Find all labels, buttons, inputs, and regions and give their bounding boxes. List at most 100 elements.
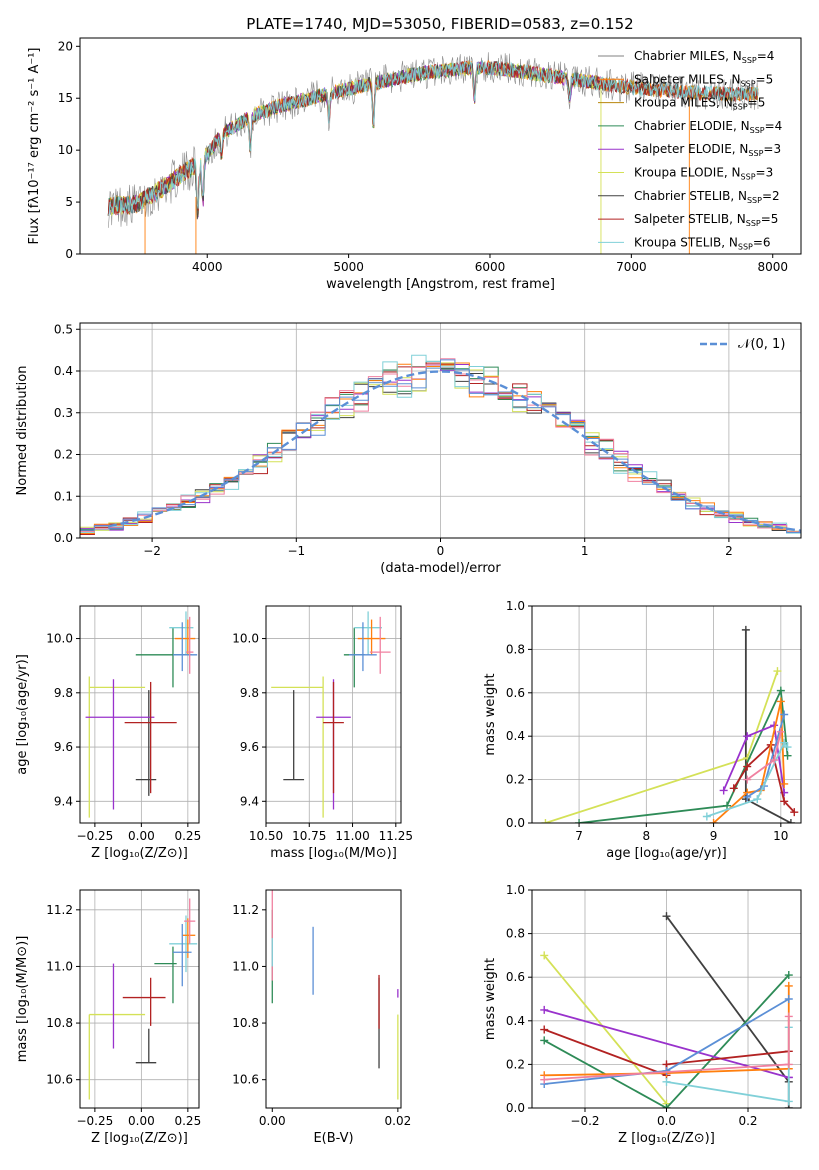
y-tick-label: 0.0 [506,816,525,830]
axes-frame [79,889,200,1109]
y-tick-label: 9.6 [54,740,73,754]
figure-title: PLATE=1740, MJD=53050, FIBERID=0583, z=0… [246,15,633,33]
x-axis-label: E(B-V) [313,1131,353,1146]
legend-label-main: Salpeter MILES, N [634,72,741,86]
x-axis-label: mass [log₁₀(M/M⊙)] [270,846,397,861]
plot-area [88,898,198,1100]
y-tick-label: 0.6 [506,970,525,984]
data-point [124,681,177,794]
weight-marker [729,784,738,793]
legend-label-sub: SSP [746,219,761,228]
weight-marker [780,797,789,806]
data-point [135,690,157,796]
legend-label: Kroupa STELIB, NSSP=6 [634,235,771,251]
x-tick-label: 0 [437,544,445,558]
weight-marker [662,1077,671,1086]
data-point [182,918,196,958]
weight-marker [540,1025,549,1034]
y-tick-label: 10 [58,143,73,157]
weight-marker [784,971,793,980]
spectrum-legend: Chabrier MILES, NSSP=4 Salpeter MILES, N S… [598,49,782,251]
weight-marker [776,697,785,706]
data-point [154,946,177,1004]
weight-series [541,667,782,823]
data-point [174,619,196,655]
legend-label-tail: =3 [756,166,774,180]
x-tick-label: 0.00 [128,829,155,843]
weight-line [543,954,668,1108]
weight-marker [784,1012,793,1021]
plot-area [271,611,391,818]
grid-lines [80,890,199,1108]
weight-marker [709,819,718,823]
weight-series [702,738,792,821]
x-axis-label: Z [log₁₀(Z/Z⊙)] [91,846,188,861]
data-point [323,681,344,794]
legend-label-main: Salpeter ELODIE, N [634,142,748,156]
x-tick-label: 0.0 [657,1114,676,1128]
x-tick-label: 0.25 [174,829,201,843]
weight-marker [776,686,785,695]
x-tick-label: 0.00 [128,1114,155,1128]
legend-label-main: Chabrier STELIB, N [634,189,747,203]
plot-area [80,354,801,538]
weight-series [540,1012,793,1084]
legend-label: Chabrier ELODIE, NSSP=4 [634,119,782,135]
y-tick-label: 10.8 [232,1016,259,1030]
weight-marker [541,819,550,823]
legend-label-sub: SSP [748,149,763,158]
weight-marker [743,792,752,801]
legend-label: Chabrier MILES, NSSP=4 [634,49,774,65]
data-point [357,619,386,655]
legend-label: Kroupa ELODIE, NSSP=3 [634,166,773,182]
y-axis-label: age [log₁₀(age/yr)] [15,654,30,775]
y-tick-label: 15 [58,91,73,105]
x-tick-label: 6000 [475,260,506,274]
legend-label-tail: =4 [765,119,783,133]
weight-marker [783,743,792,752]
panel-mass-weight-vs-Z: −0.2 0.0 0.2 0.0 0.2 0.4 0.6 0.8 1.0 Z [log₁₀(Z/Z… [483,883,802,1146]
y-tick-label: 11.0 [232,959,259,973]
x-tick-label: −0.25 [76,829,113,843]
x-axis-label: (data-model)/error [380,561,501,576]
weight-marker [702,812,711,821]
weight-marker [790,808,799,817]
y-tick-label: 0.8 [506,927,525,941]
y-tick-label: 1.0 [506,883,525,897]
x-tick-label: 10 [773,829,788,843]
plot-area [541,625,799,823]
panel-age-vs-mass: 10.50 10.75 11.00 11.25 9.4 9.6 9.8 10.0 mass [l… [232,605,413,861]
y-tick-label: 9.6 [240,740,259,754]
spectrum-series [107,60,759,216]
weight-marker [743,732,752,741]
legend-label-sub: SSP [750,126,765,135]
legend-label-sub: SSP [738,242,753,251]
legend-label-main: Chabrier ELODIE, N [634,119,750,133]
weight-series [743,727,785,784]
legend-label-sub: SSP [741,173,756,182]
axes-frame [531,605,802,824]
y-tick-label: 0.4 [54,364,73,378]
data-point [172,622,198,672]
weight-series [540,995,793,1089]
axes-frame [79,605,200,824]
weight-line [578,687,789,823]
weight-marker [575,819,584,823]
plot-area [540,912,793,1108]
x-axis-label: Z [log₁₀(Z/Z⊙)] [618,1131,715,1146]
data-point [135,627,192,688]
weight-series [741,625,795,823]
y-tick-label: 9.4 [240,794,259,808]
weight-marker [540,951,549,960]
legend-label-main: Kroupa STELIB, N [634,235,738,249]
weight-series [719,721,789,797]
legend-label-tail: =2 [762,189,780,203]
x-axis-label: age [log₁₀(age/yr)] [606,846,727,861]
plot-area [271,890,399,1100]
y-tick-label: 11.0 [46,959,73,973]
weight-marker [786,819,795,823]
y-tick-label: 11.2 [46,903,73,917]
legend-label: 𝒩(0, 1) [738,337,785,352]
weight-series [709,697,789,823]
y-tick-label: 0.0 [506,1101,525,1115]
